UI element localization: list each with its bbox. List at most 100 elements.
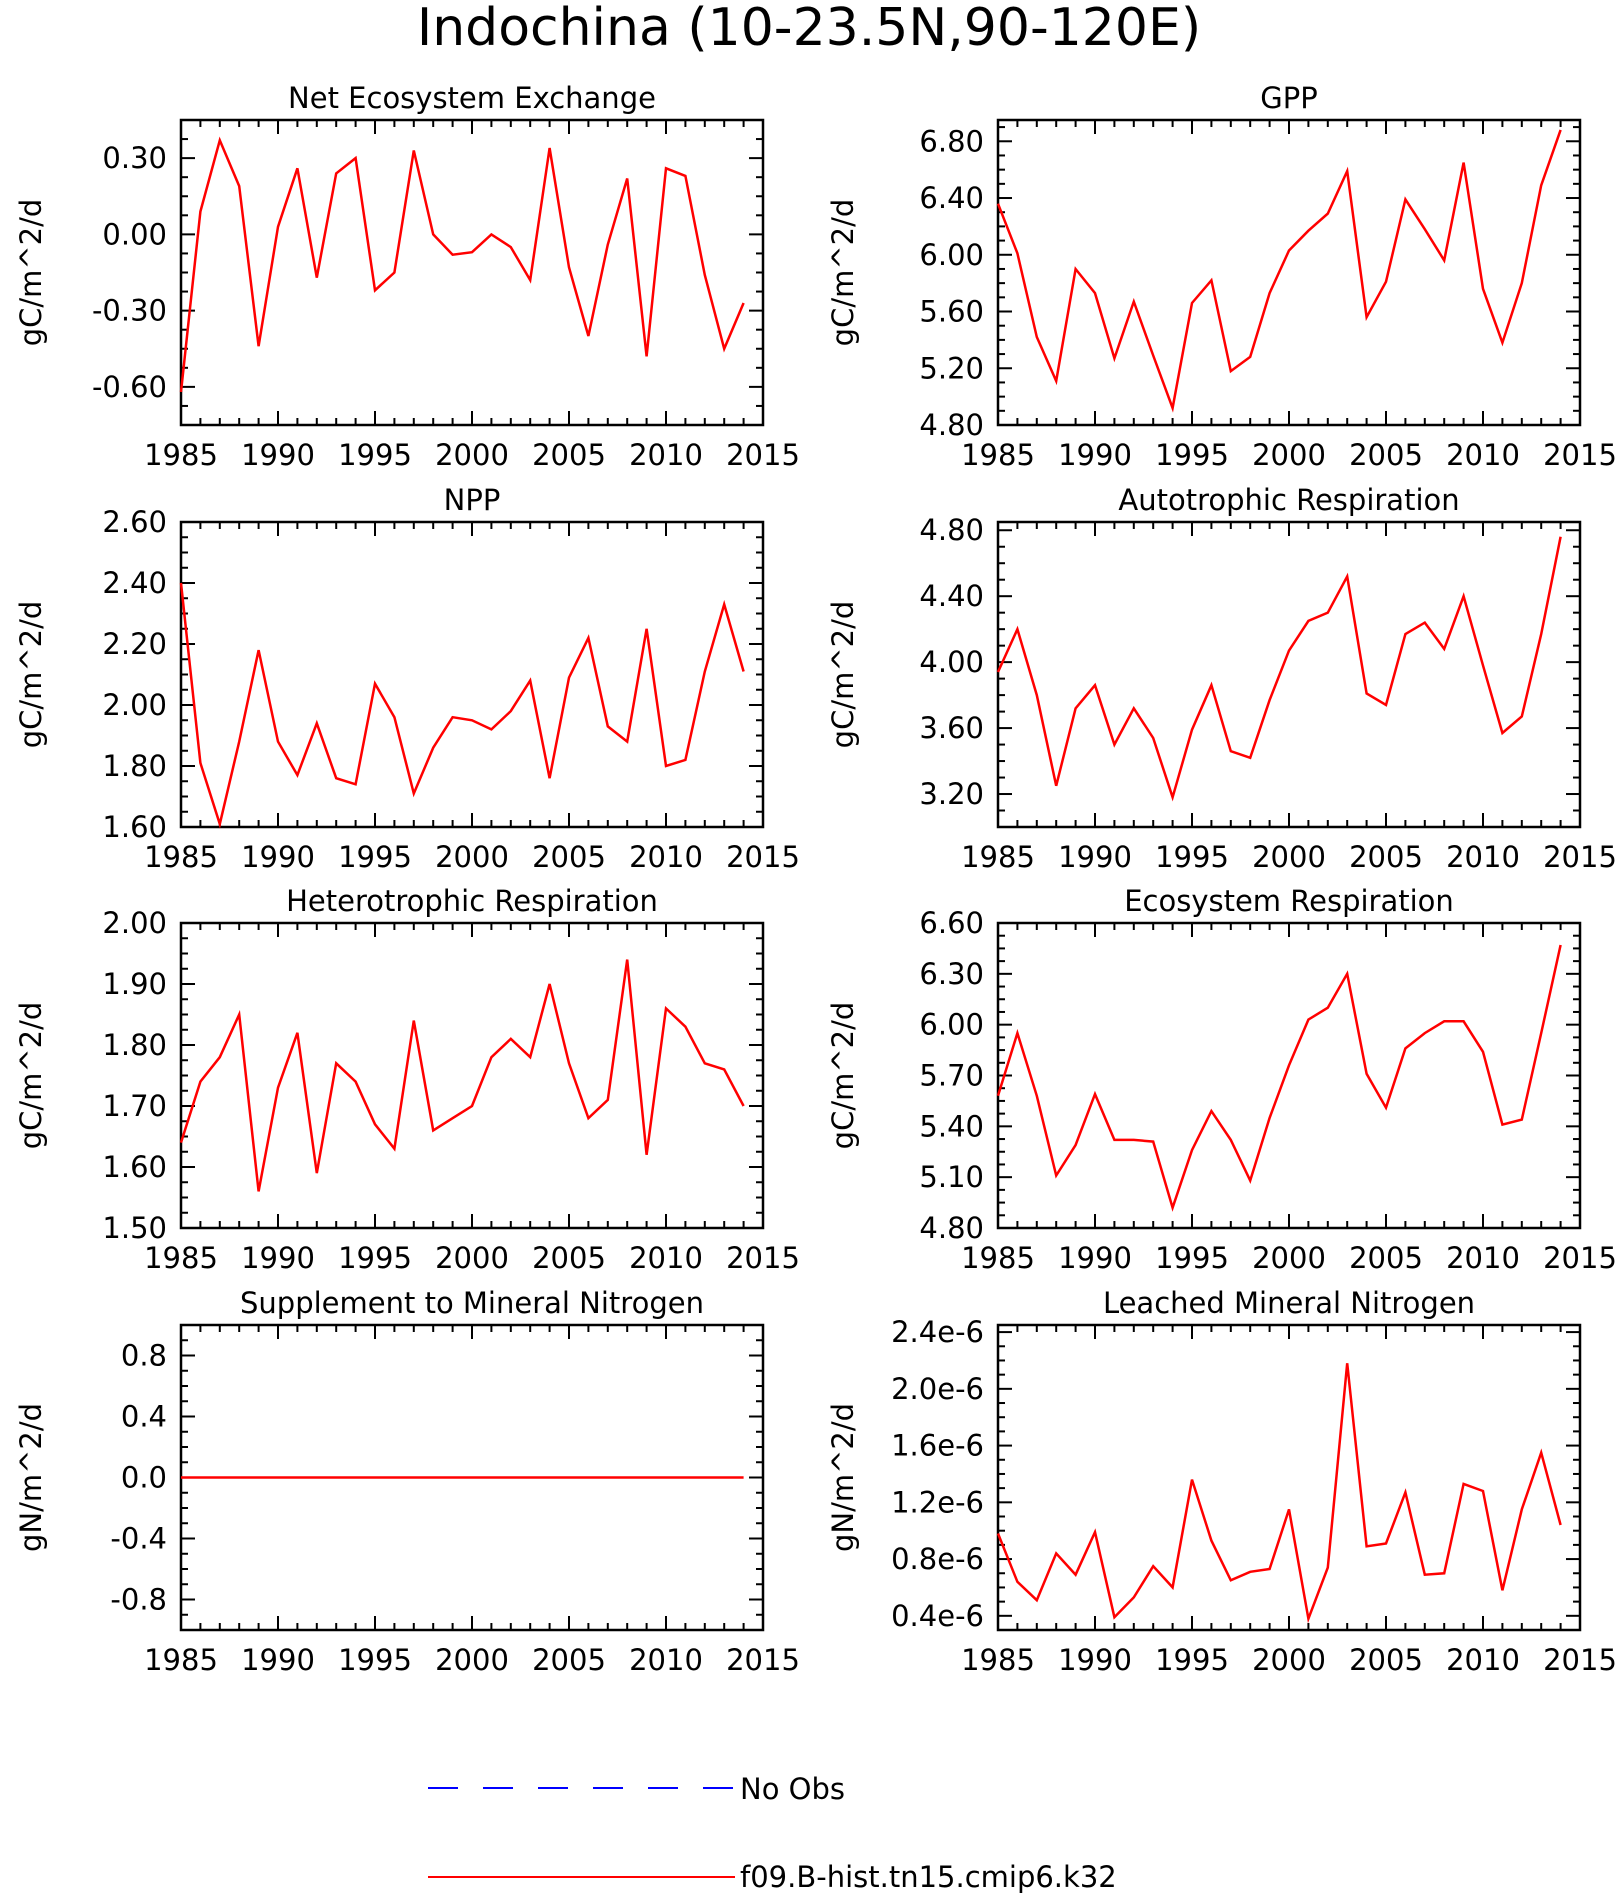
chart-panel: Autotrophic Respiration 1985 1990 1995 2000 2… bbox=[826, 483, 1617, 874]
x-tick-label: 2010 bbox=[629, 438, 703, 472]
x-tick-label: 1990 bbox=[241, 1241, 315, 1275]
x-tick-label: 1990 bbox=[1058, 1241, 1132, 1275]
y-tick-label: 2.20 bbox=[102, 627, 167, 661]
y-tick-label: 6.40 bbox=[919, 181, 984, 215]
y-axis-label: gC/m^2/d bbox=[14, 601, 48, 749]
x-tick-label: 1995 bbox=[338, 438, 412, 472]
x-tick-label: 1985 bbox=[144, 1643, 218, 1677]
chart-panel: Supplement to Mineral Nitrogen 1985 1990 19… bbox=[14, 1286, 800, 1677]
x-tick-label: 2005 bbox=[1349, 1241, 1423, 1275]
x-tick-label: 1995 bbox=[338, 840, 412, 874]
x-tick-label: 2000 bbox=[435, 1643, 509, 1677]
x-tick-label: 1985 bbox=[144, 438, 218, 472]
x-tick-label: 1985 bbox=[961, 840, 1035, 874]
panel-title: GPP bbox=[1260, 81, 1317, 115]
x-tick-label: 2005 bbox=[1349, 1643, 1423, 1677]
y-tick-label: 2.60 bbox=[102, 505, 167, 539]
x-tick-label: 2005 bbox=[532, 438, 606, 472]
x-tick-label: 1995 bbox=[1155, 840, 1229, 874]
x-tick-label: 1990 bbox=[241, 438, 315, 472]
panel-title: Net Ecosystem Exchange bbox=[288, 81, 656, 115]
panel-title: Heterotrophic Respiration bbox=[286, 884, 658, 918]
plot-frame bbox=[996, 1323, 1582, 1632]
y-tick-label: 0.8 bbox=[121, 1339, 167, 1373]
y-tick-label: 1.60 bbox=[102, 1150, 167, 1184]
x-tick-label: 1995 bbox=[1155, 438, 1229, 472]
x-tick-label: 2010 bbox=[1446, 840, 1520, 874]
plot-frame bbox=[996, 520, 1582, 829]
y-tick-label: 5.60 bbox=[919, 295, 984, 329]
y-tick-label: -0.4 bbox=[110, 1522, 167, 1556]
y-tick-label: 3.20 bbox=[919, 777, 984, 811]
x-tick-label: 1985 bbox=[961, 438, 1035, 472]
y-axis-label: gC/m^2/d bbox=[826, 1002, 860, 1150]
y-tick-label: 4.80 bbox=[919, 513, 984, 547]
y-tick-label: 0.4e-6 bbox=[891, 1599, 984, 1633]
x-tick-label: 1990 bbox=[1058, 438, 1132, 472]
x-tick-label: 2015 bbox=[726, 1643, 800, 1677]
y-tick-label: 2.40 bbox=[102, 566, 167, 600]
panel-title: Autotrophic Respiration bbox=[1118, 483, 1459, 517]
y-tick-label: 1.60 bbox=[102, 810, 167, 844]
y-axis-label: gN/m^2/d bbox=[14, 1403, 48, 1552]
series-line bbox=[179, 959, 745, 1192]
panel-title: Ecosystem Respiration bbox=[1124, 884, 1454, 918]
x-tick-label: 2005 bbox=[532, 840, 606, 874]
y-tick-label: -0.30 bbox=[92, 294, 167, 328]
y-tick-label: 2.00 bbox=[102, 688, 167, 722]
x-tick-label: 2005 bbox=[532, 1643, 606, 1677]
panel-title: NPP bbox=[444, 483, 501, 517]
y-tick-label: 6.60 bbox=[919, 906, 984, 940]
x-tick-label: 2005 bbox=[1349, 840, 1423, 874]
x-tick-label: 1985 bbox=[961, 1643, 1035, 1677]
y-tick-label: -0.60 bbox=[92, 370, 167, 404]
plot-frame bbox=[179, 520, 765, 829]
x-tick-label: 2015 bbox=[1543, 438, 1617, 472]
x-tick-label: 2000 bbox=[435, 840, 509, 874]
x-tick-label: 2015 bbox=[1543, 1241, 1617, 1275]
panels-group: Net Ecosystem Exchange 1985 1990 1995 2000 20… bbox=[14, 81, 1617, 1677]
y-tick-label: 5.10 bbox=[919, 1160, 984, 1194]
x-tick-label: 2010 bbox=[1446, 438, 1520, 472]
y-tick-label: 3.60 bbox=[919, 711, 984, 745]
y-tick-label: -0.8 bbox=[110, 1583, 167, 1617]
x-tick-label: 2015 bbox=[1543, 840, 1617, 874]
chart-panel: Heterotrophic Respiration 1985 1990 1995 200… bbox=[14, 884, 800, 1275]
y-tick-label: 1.70 bbox=[102, 1089, 167, 1123]
y-axis-label: gC/m^2/d bbox=[14, 1002, 48, 1150]
x-tick-label: 2010 bbox=[629, 840, 703, 874]
y-tick-label: 0.4 bbox=[121, 1400, 167, 1434]
legend-label-model: f09.B-hist.tn15.cmip6.k32 bbox=[740, 1860, 1117, 1893]
y-axis-label: gC/m^2/d bbox=[826, 601, 860, 749]
y-tick-label: 4.00 bbox=[919, 645, 984, 679]
x-tick-label: 2010 bbox=[1446, 1643, 1520, 1677]
x-tick-label: 1985 bbox=[144, 840, 218, 874]
y-tick-label: 0.00 bbox=[102, 217, 167, 251]
y-tick-label: 6.30 bbox=[919, 957, 984, 991]
x-tick-label: 2000 bbox=[1252, 438, 1326, 472]
x-tick-label: 2000 bbox=[1252, 1643, 1326, 1677]
y-tick-label: 2.0e-6 bbox=[891, 1372, 984, 1406]
x-tick-label: 1990 bbox=[1058, 1643, 1132, 1677]
plot-frame bbox=[996, 921, 1582, 1230]
y-tick-label: 1.80 bbox=[102, 749, 167, 783]
y-tick-label: 6.80 bbox=[919, 124, 984, 158]
y-tick-label: 4.40 bbox=[919, 579, 984, 613]
y-axis-label: gC/m^2/d bbox=[14, 199, 48, 347]
legend-label-no-obs: No Obs bbox=[740, 1772, 845, 1806]
y-tick-label: 5.40 bbox=[919, 1109, 984, 1143]
x-tick-label: 1990 bbox=[241, 1643, 315, 1677]
chart-panel: GPP 1985 1990 1995 2000 2005 2010 2015 4.80 5.20 5… bbox=[826, 81, 1617, 472]
y-axis-label: gC/m^2/d bbox=[826, 199, 860, 347]
y-tick-label: 1.50 bbox=[102, 1211, 167, 1245]
x-tick-label: 1985 bbox=[961, 1241, 1035, 1275]
y-tick-label: 5.20 bbox=[919, 351, 984, 385]
y-tick-label: 4.80 bbox=[919, 408, 984, 442]
x-tick-label: 1990 bbox=[1058, 840, 1132, 874]
y-axis-label: gN/m^2/d bbox=[826, 1403, 860, 1552]
x-tick-label: 2015 bbox=[1543, 1643, 1617, 1677]
y-tick-label: 0.30 bbox=[102, 141, 167, 175]
panel-title: Leached Mineral Nitrogen bbox=[1103, 1286, 1475, 1320]
x-tick-label: 1995 bbox=[338, 1241, 412, 1275]
